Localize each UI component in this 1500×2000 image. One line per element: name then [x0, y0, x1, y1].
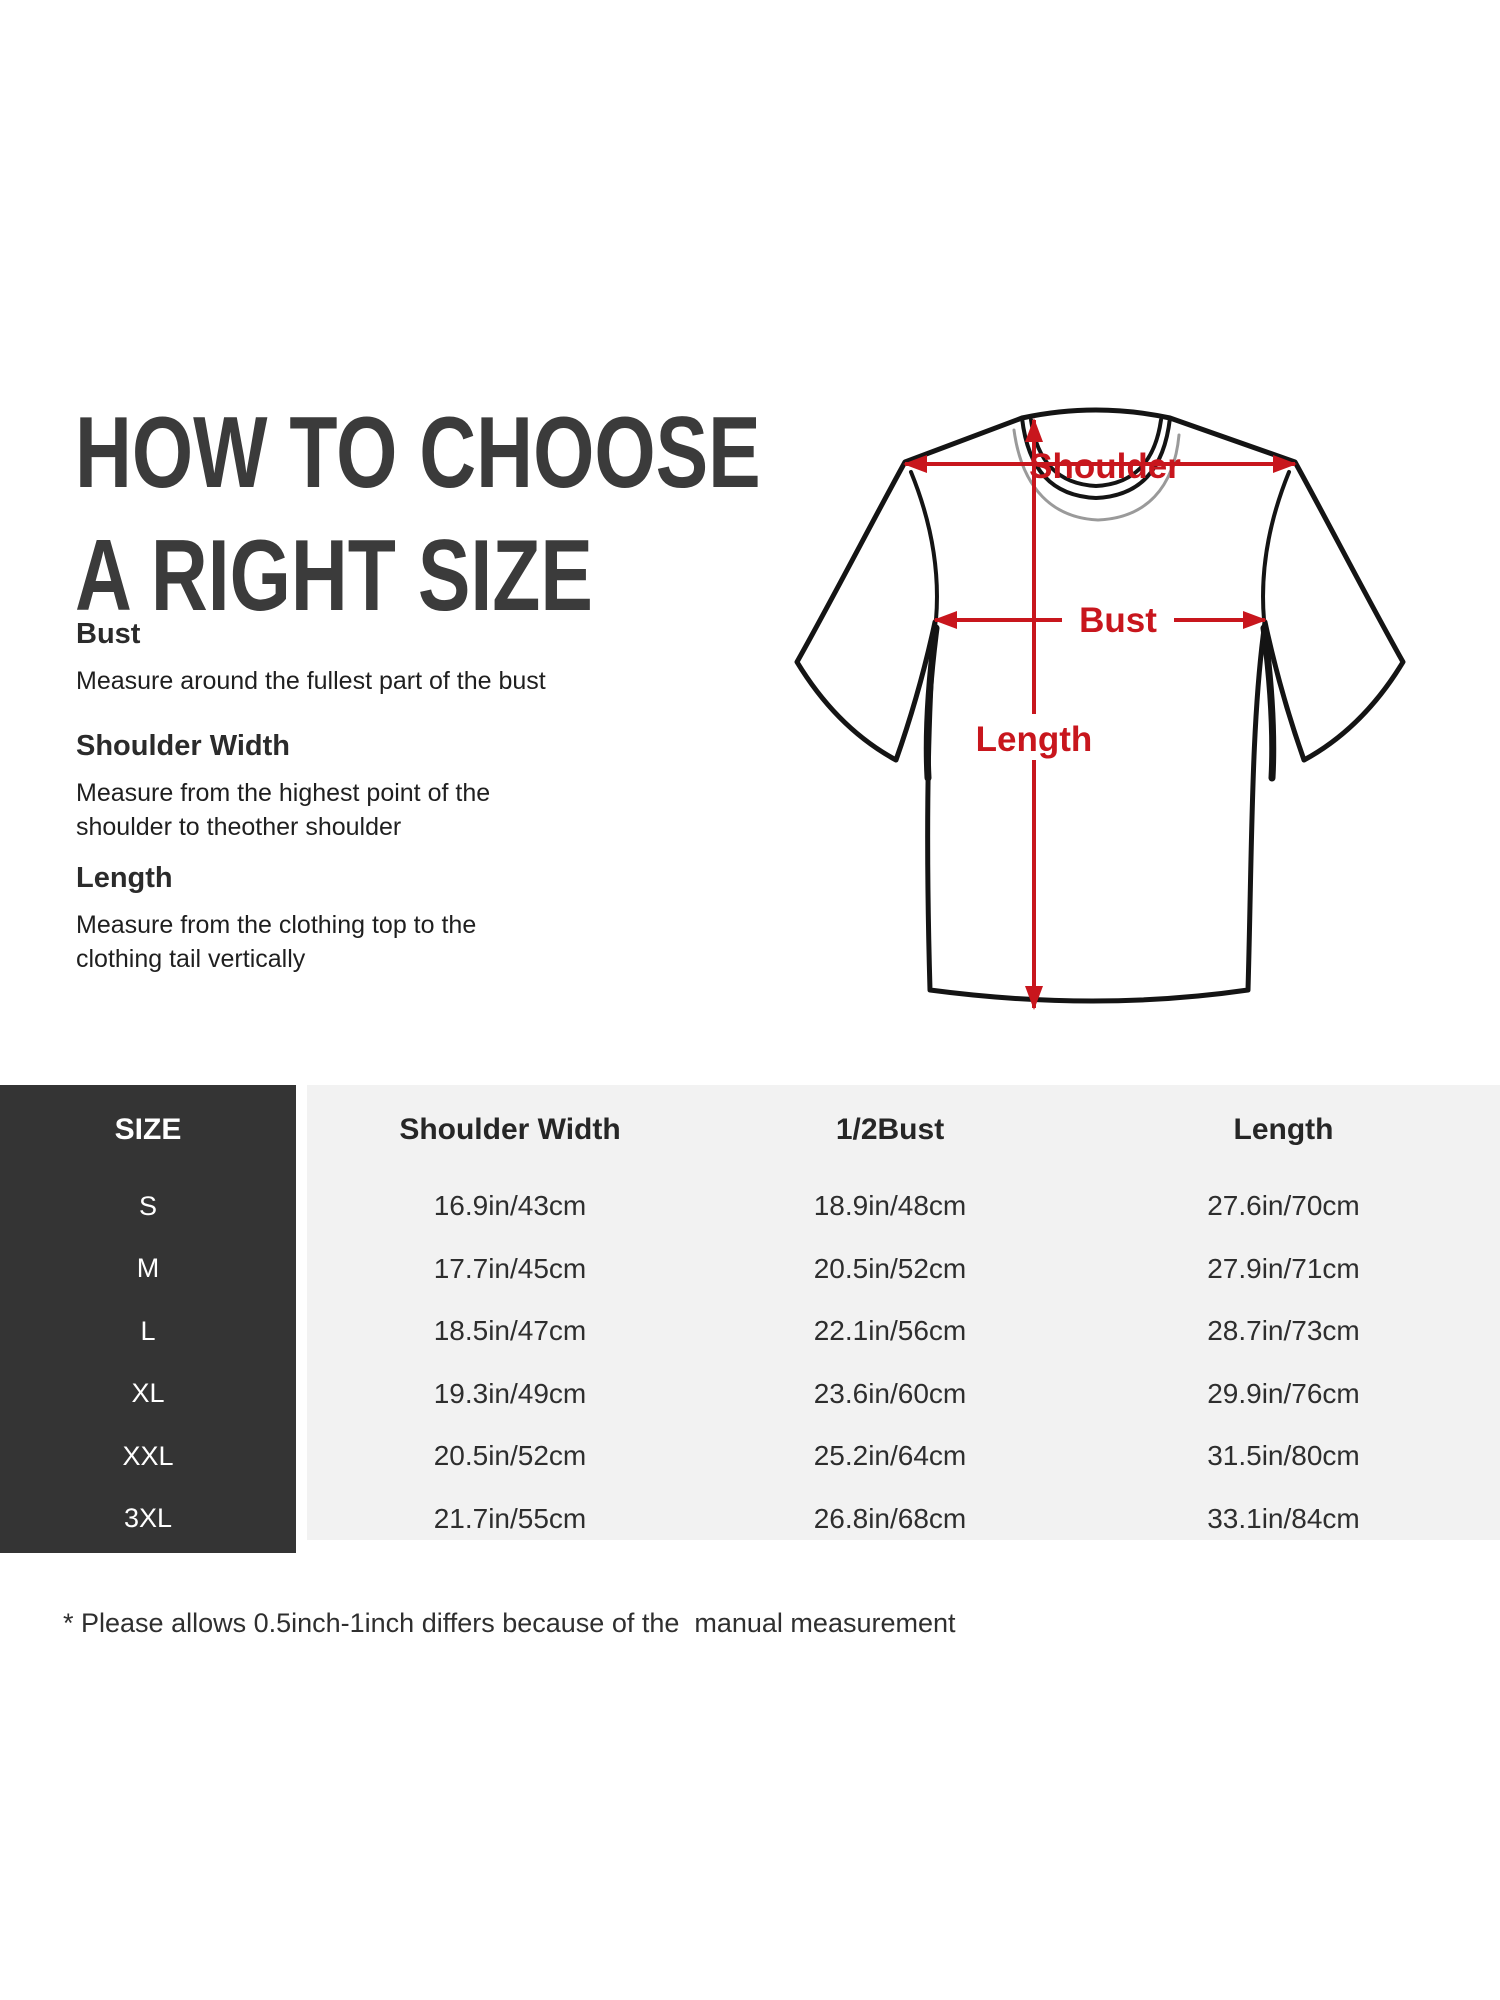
half-bust-cell: 25.2in/64cm [813, 1440, 967, 1472]
shoulder-label: Shoulder [1029, 447, 1181, 486]
size-cell: L [140, 1315, 156, 1346]
bust-instruction: Bust Measure around the fullest part of … [76, 616, 636, 698]
shoulder-width-cell: 18.5in/47cm [433, 1315, 587, 1347]
half-bust-cell: 20.5in/52cm [813, 1252, 967, 1284]
length-cell: 31.5in/80cm [1207, 1440, 1360, 1472]
page-title: HOW TO CHOOSE A RIGHT SIZE [75, 392, 761, 638]
table-body-background [307, 1085, 1500, 1540]
length-cell: 28.7in/73cm [1207, 1315, 1360, 1347]
shoulder-width-cell: 20.5in/52cm [433, 1440, 587, 1472]
shoulder-heading: Shoulder Width [76, 730, 290, 762]
half-bust-cell: 18.9in/48cm [813, 1190, 967, 1222]
header-half-bust: 1/2Bust [835, 1113, 945, 1146]
size-table: SIZE Shoulder Width 1/2Bust Length S 16.… [0, 1085, 1500, 1553]
size-cell: 3XL [123, 1503, 173, 1534]
right-armpit-shading [1260, 624, 1277, 782]
table-row: S 16.9in/43cm 18.9in/48cm 27.6in/70cm [0, 1175, 1500, 1238]
table-row: L 18.5in/47cm 22.1in/56cm 28.7in/73cm [0, 1300, 1500, 1363]
table-row: 3XL 21.7in/55cm 26.8in/68cm 33.1in/84cm [0, 1488, 1500, 1551]
tshirt-outline [794, 407, 1406, 1004]
shoulder-arrow [903, 455, 1297, 473]
shoulder-width-cell: 16.9in/43cm [433, 1190, 587, 1222]
length-description-line2: clothing tail vertically [76, 945, 306, 973]
shoulder-instruction: Shoulder Width Measure from the highest … [76, 728, 636, 844]
shoulder-description-line1: Measure from the highest point of the [76, 779, 491, 807]
bust-label: Bust [1079, 601, 1157, 640]
shoulder-width-cell: 17.7in/45cm [433, 1252, 587, 1284]
shoulder-width-cell: 19.3in/49cm [433, 1377, 587, 1409]
size-column-background [0, 1085, 296, 1553]
header-length: Length [1233, 1113, 1334, 1146]
half-bust-cell: 22.1in/56cm [813, 1315, 967, 1347]
size-cell: XXL [122, 1440, 174, 1471]
page-title-line1: HOW TO CHOOSE [75, 397, 761, 509]
left-armhole-seam [909, 470, 939, 622]
shoulder-width-cell: 21.7in/55cm [433, 1502, 587, 1534]
length-cell: 27.6in/70cm [1207, 1190, 1360, 1222]
shoulder-description-line2: shoulder to theother shoulder [76, 813, 402, 841]
bust-heading: Bust [76, 618, 141, 650]
header-shoulder-width: Shoulder Width [399, 1113, 621, 1146]
length-label: Length [976, 720, 1093, 759]
table-row: XXL 20.5in/52cm 25.2in/64cm 31.5in/80cm [0, 1425, 1500, 1488]
length-cell: 27.9in/71cm [1207, 1252, 1360, 1284]
left-armpit-shading [923, 624, 940, 782]
half-bust-cell: 23.6in/60cm [813, 1377, 967, 1409]
right-armhole-seam [1261, 470, 1291, 622]
half-bust-cell: 26.8in/68cm [813, 1502, 967, 1534]
size-table-grid: SIZE Shoulder Width 1/2Bust Length S 16.… [0, 1085, 1500, 1550]
table-row: XL 19.3in/49cm 23.6in/60cm 29.9in/76cm [0, 1363, 1500, 1426]
table-row: M 17.7in/45cm 20.5in/52cm 27.9in/71cm [0, 1238, 1500, 1301]
bust-description: Measure around the fullest part of the b… [76, 667, 546, 695]
length-instruction: Length Measure from the clothing top to … [76, 860, 636, 976]
tshirt-measurement-diagram: Shoulder Bust Length [794, 407, 1406, 1010]
length-label-bg [970, 714, 1098, 760]
collar-shadow [1012, 428, 1181, 522]
length-cell: 33.1in/84cm [1207, 1502, 1360, 1534]
size-cell: S [138, 1190, 157, 1221]
size-cell: M [136, 1253, 160, 1284]
table-header-row: SIZE Shoulder Width 1/2Bust Length [0, 1085, 1500, 1175]
page-title-line2: A RIGHT SIZE [75, 520, 593, 632]
neckline-inner-line [1029, 418, 1163, 489]
length-heading: Length [76, 862, 173, 894]
measurement-disclaimer: * Please allows 0.5inch-1inch differs be… [63, 1608, 956, 1638]
size-cell: XL [131, 1378, 165, 1409]
length-description-line1: Measure from the clothing top to the [76, 911, 477, 939]
bust-arrow [933, 598, 1267, 642]
header-size: SIZE [114, 1113, 182, 1146]
length-cell: 29.9in/76cm [1207, 1377, 1360, 1409]
